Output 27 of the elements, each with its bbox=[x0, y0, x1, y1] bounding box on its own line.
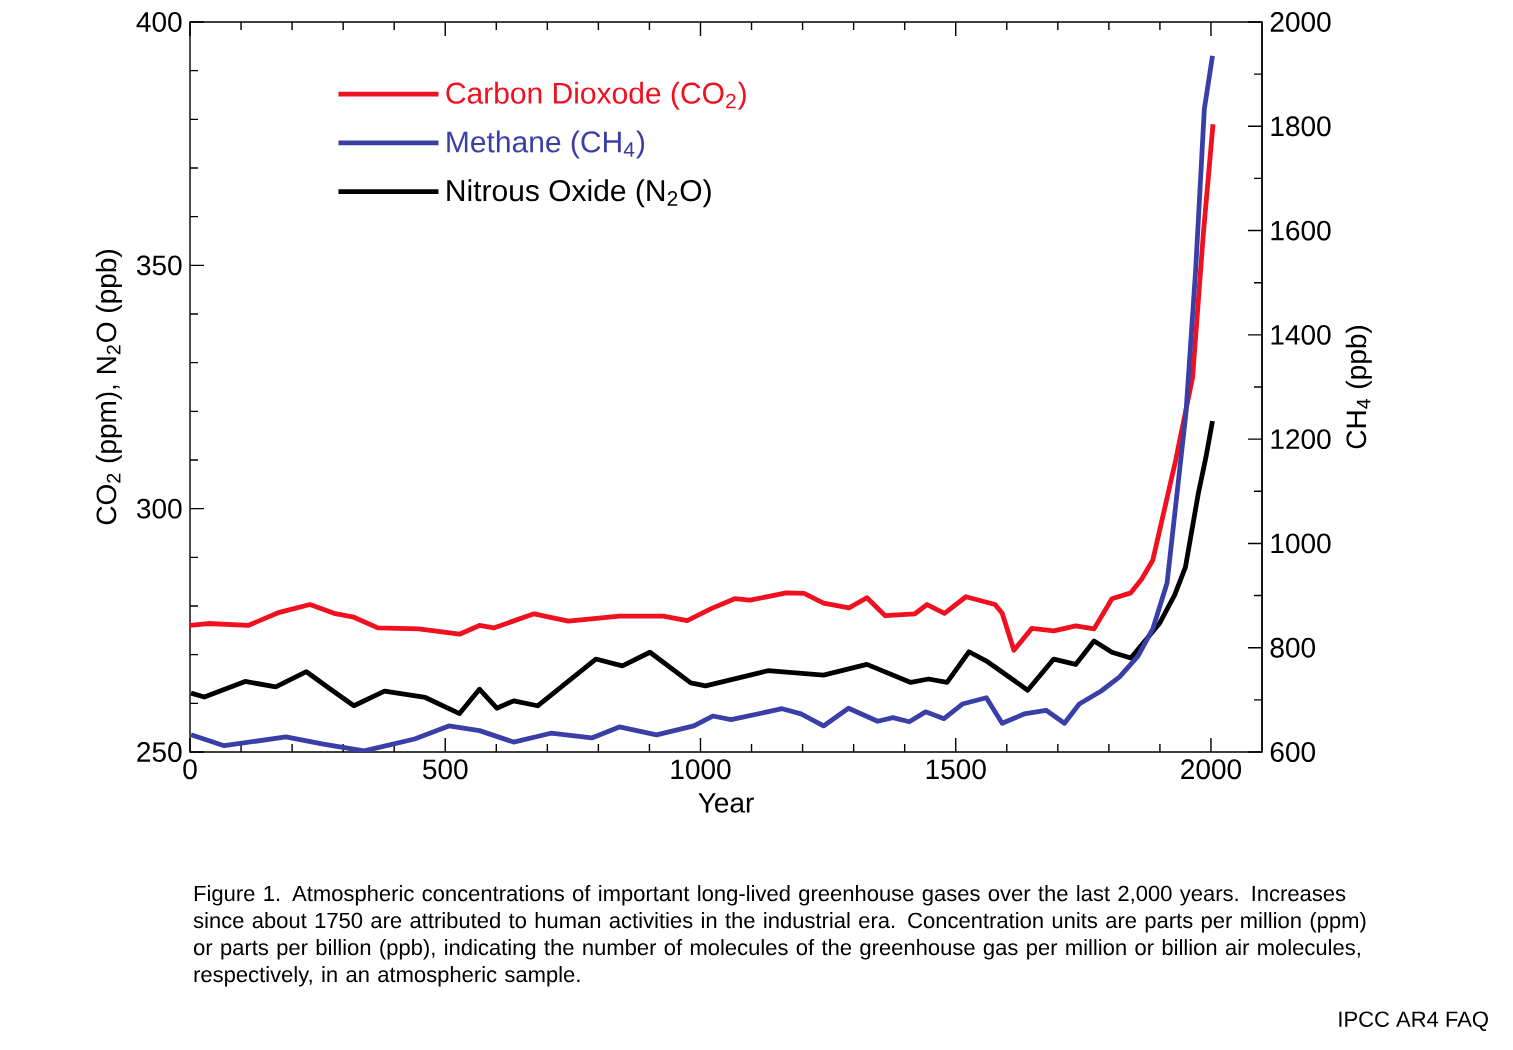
y2-tick-label: 1000 bbox=[1271, 533, 1331, 554]
x-tick-label: 500 bbox=[423, 759, 468, 780]
y2-tick-label: 1800 bbox=[1271, 116, 1331, 137]
y-tick-label: 250 bbox=[137, 742, 182, 762]
y2-axis-title: CH$_{4}$ (ppb) bbox=[1345, 326, 1372, 449]
y-tick-label: 300 bbox=[136, 498, 182, 519]
y-tick-label: 400 bbox=[136, 12, 182, 32]
y2-tick-label: 2000 bbox=[1270, 12, 1331, 32]
caption: Figure 1. Atmospheric concentrations of important long-lived greenhouse gases over the last 2,000 years. Increases since about 1750 are attributed to human activities in the industrial era. Concentration units are parts per million (ppm) or parts per billion (ppb), indicating the number of molecules of the greenhouse gas per million or billion air molecules, respectively, in an atmospheric sample. bbox=[193, 885, 1366, 987]
y-tick-label: 350 bbox=[136, 255, 182, 276]
y-axis-title: CO$_{2}$ (ppm), N$_{2}$O (ppb) bbox=[95, 250, 122, 525]
y2-tick-label: 1600 bbox=[1271, 220, 1331, 241]
x-tick-label: 1000 bbox=[671, 759, 731, 780]
y2-tick-label: 1400 bbox=[1271, 324, 1331, 345]
legend-label: Nitrous Oxide (N$_{2}$O) bbox=[447, 179, 711, 208]
x-tick-label: 0 bbox=[183, 759, 197, 780]
legend-label: Carbon Dioxode (CO$_{2}$) bbox=[446, 81, 746, 110]
y2-tick-label: 600 bbox=[1270, 742, 1316, 762]
line-series bbox=[190, 53, 1215, 752]
text: IPCC AR4 FAQ bbox=[1339, 1011, 1488, 1031]
y2-tick-label: 800 bbox=[1270, 637, 1316, 658]
x-axis-title: Year bbox=[698, 793, 754, 813]
x-tick-label: 2000 bbox=[1181, 759, 1242, 780]
x-tick-label: 1500 bbox=[926, 759, 986, 780]
line-series bbox=[190, 121, 1216, 653]
legend-label: Methane (CH$_{4}$) bbox=[447, 130, 645, 159]
y2-tick-label: 1200 bbox=[1271, 429, 1331, 450]
